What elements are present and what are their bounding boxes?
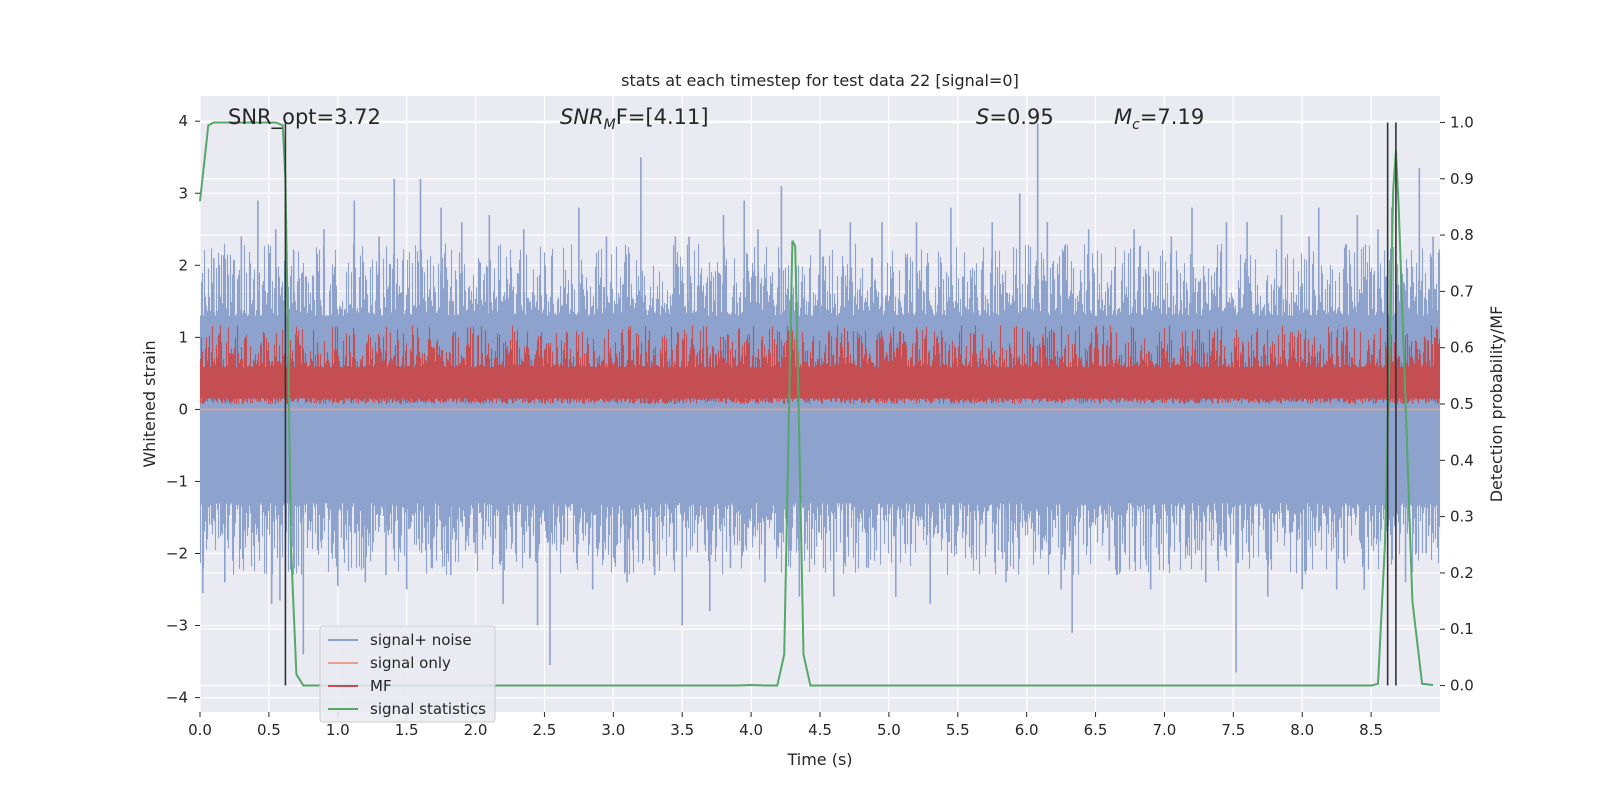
- annotation-mc-main: M: [1114, 105, 1132, 129]
- y2-tick-label-5: 0.5: [1450, 395, 1474, 413]
- vertical-markers: [284, 122, 1397, 686]
- x-tick-label-7: 3.5: [670, 721, 694, 739]
- x-tick-label-16: 8.0: [1290, 721, 1314, 739]
- chart-title: stats at each timestep for test data 22 …: [621, 71, 1019, 90]
- y2-tick-label-0: 1.0: [1450, 113, 1474, 131]
- x-tick-label-8: 4.0: [739, 721, 763, 739]
- x-tick-label-14: 7.0: [1153, 721, 1177, 739]
- annotation-snr-opt: SNR_opt=3.72: [228, 105, 381, 130]
- y2-tick-label-4: 0.6: [1450, 339, 1474, 357]
- x-tick-label-10: 5.0: [877, 721, 901, 739]
- mf-trace: [199, 325, 1441, 404]
- y-tick-label-0: 4: [178, 112, 188, 130]
- annotation-mc: Mc=7.19: [1114, 105, 1204, 133]
- y-tick-label-1: 3: [178, 184, 188, 202]
- signal-statistics-line: [199, 121, 1434, 687]
- y-tick-label-2: 2: [178, 256, 188, 274]
- x-tick-label-2: 1.0: [326, 721, 350, 739]
- x-axis-label: Time (s): [786, 750, 852, 769]
- y2-tick-label-3: 0.7: [1450, 282, 1474, 300]
- legend-box: [319, 625, 496, 723]
- legend-label-signal-only: signal only: [370, 654, 451, 672]
- y-tick-label-6: −2: [166, 544, 188, 562]
- y2-tick-label-6: 0.4: [1450, 451, 1474, 469]
- annotation-snr-mf: SNRMF=[4.11]: [560, 105, 709, 133]
- y2-tick-label-8: 0.2: [1450, 564, 1474, 582]
- legend: signal+ noise signal only MF signal stat…: [319, 625, 496, 723]
- x-tick-label-4: 2.0: [464, 721, 488, 739]
- legend-label-signal-noise: signal+ noise: [370, 631, 472, 649]
- x-tick-label-12: 6.0: [1015, 721, 1039, 739]
- y2-tick-labels: 1.0 0.9 0.8 0.7 0.6 0.5 0.4 0.3 0.2 0.1 0.0: [1440, 113, 1474, 695]
- x-tick-label-6: 3.0: [601, 721, 625, 739]
- y-tick-labels: 4 3 2 1 0 −1 −2 −3 −4: [166, 112, 200, 707]
- x-tick-label-3: 1.5: [395, 721, 419, 739]
- y-tick-label-4: 0: [178, 400, 188, 418]
- y2-tick-label-7: 0.3: [1450, 508, 1474, 526]
- annotation-mc-rest: =7.19: [1140, 105, 1204, 129]
- y-tick-label-7: −3: [166, 617, 188, 635]
- y-axis-label: Whitened strain: [140, 340, 159, 467]
- x-tick-label-15: 7.5: [1221, 721, 1245, 739]
- legend-label-mf: MF: [370, 677, 392, 695]
- annotation-snr-mf-main: SNR: [560, 105, 604, 129]
- y-tick-label-3: 1: [178, 328, 188, 346]
- annotation-s-main: S: [976, 105, 989, 129]
- y2-tick-label-2: 0.8: [1450, 226, 1474, 244]
- y2-tick-label-9: 0.1: [1450, 620, 1474, 638]
- x-tick-label-0: 0.0: [188, 721, 212, 739]
- y2-axis-label: Detection probability/MF: [1487, 306, 1506, 503]
- annotation-mc-sub: c: [1132, 117, 1140, 133]
- x-tick-label-1: 0.5: [257, 721, 281, 739]
- annotation-s-rest: =0.95: [989, 105, 1053, 129]
- x-tick-label-9: 4.5: [808, 721, 832, 739]
- annotation-s: S=0.95: [976, 105, 1054, 129]
- y2-tick-label-1: 0.9: [1450, 170, 1474, 188]
- x-tick-label-13: 6.5: [1084, 721, 1108, 739]
- y-tick-label-8: −4: [166, 689, 188, 707]
- x-tick-labels: 0.0 0.5 1.0 1.5 2.0 2.5 3.0 3.5 4.0 4.5 5.0 5.5 6.0 6…: [188, 712, 1383, 739]
- x-tick-label-17: 8.5: [1359, 721, 1383, 739]
- x-tick-label-5: 2.5: [533, 721, 557, 739]
- series-layer: [199, 121, 1441, 687]
- y-tick-label-5: −1: [166, 472, 188, 490]
- legend-label-signal-statistics: signal statistics: [370, 700, 486, 718]
- annotation-snr-mf-rest: F=[4.11]: [616, 105, 709, 129]
- x-tick-label-11: 5.5: [946, 721, 970, 739]
- y2-tick-label-10: 0.0: [1450, 677, 1474, 695]
- annotation-snr-mf-sub: M: [604, 117, 616, 133]
